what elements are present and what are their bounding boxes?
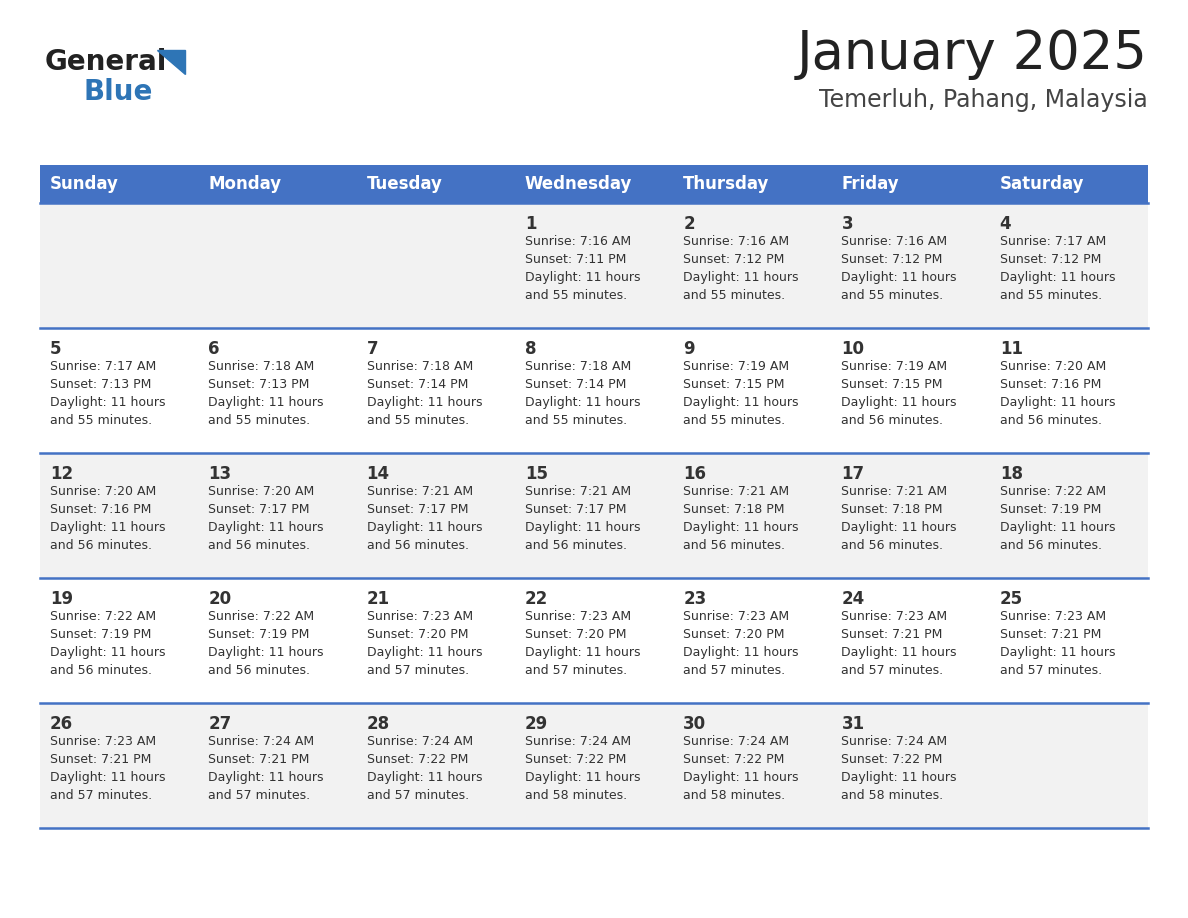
Text: Sunrise: 7:22 AM
Sunset: 7:19 PM
Daylight: 11 hours
and 56 minutes.: Sunrise: 7:22 AM Sunset: 7:19 PM Dayligh… — [50, 610, 165, 677]
Text: Tuesday: Tuesday — [367, 175, 442, 193]
Text: 31: 31 — [841, 715, 865, 733]
Bar — [40, 328, 1148, 453]
Text: Sunrise: 7:22 AM
Sunset: 7:19 PM
Daylight: 11 hours
and 56 minutes.: Sunrise: 7:22 AM Sunset: 7:19 PM Dayligh… — [1000, 485, 1116, 552]
Text: 3: 3 — [841, 215, 853, 233]
Text: Sunrise: 7:19 AM
Sunset: 7:15 PM
Daylight: 11 hours
and 56 minutes.: Sunrise: 7:19 AM Sunset: 7:15 PM Dayligh… — [841, 360, 956, 427]
Bar — [40, 453, 1148, 578]
Text: 8: 8 — [525, 340, 536, 358]
Text: Sunrise: 7:23 AM
Sunset: 7:20 PM
Daylight: 11 hours
and 57 minutes.: Sunrise: 7:23 AM Sunset: 7:20 PM Dayligh… — [525, 610, 640, 677]
Text: Sunrise: 7:20 AM
Sunset: 7:16 PM
Daylight: 11 hours
and 56 minutes.: Sunrise: 7:20 AM Sunset: 7:16 PM Dayligh… — [1000, 360, 1116, 427]
Bar — [40, 203, 1148, 328]
Text: Sunrise: 7:23 AM
Sunset: 7:20 PM
Daylight: 11 hours
and 57 minutes.: Sunrise: 7:23 AM Sunset: 7:20 PM Dayligh… — [367, 610, 482, 677]
Text: 19: 19 — [50, 590, 74, 608]
Text: Sunrise: 7:18 AM
Sunset: 7:14 PM
Daylight: 11 hours
and 55 minutes.: Sunrise: 7:18 AM Sunset: 7:14 PM Dayligh… — [367, 360, 482, 427]
Text: 28: 28 — [367, 715, 390, 733]
Text: Temerluh, Pahang, Malaysia: Temerluh, Pahang, Malaysia — [820, 88, 1148, 112]
Text: Sunrise: 7:23 AM
Sunset: 7:20 PM
Daylight: 11 hours
and 57 minutes.: Sunrise: 7:23 AM Sunset: 7:20 PM Dayligh… — [683, 610, 798, 677]
Text: General: General — [45, 48, 168, 76]
Bar — [40, 165, 1148, 203]
Text: 1: 1 — [525, 215, 536, 233]
Text: Sunrise: 7:23 AM
Sunset: 7:21 PM
Daylight: 11 hours
and 57 minutes.: Sunrise: 7:23 AM Sunset: 7:21 PM Dayligh… — [50, 735, 165, 802]
Text: 17: 17 — [841, 465, 865, 483]
Bar — [40, 578, 1148, 703]
Text: 18: 18 — [1000, 465, 1023, 483]
Text: 29: 29 — [525, 715, 548, 733]
Text: 24: 24 — [841, 590, 865, 608]
Text: 23: 23 — [683, 590, 707, 608]
Text: Sunrise: 7:24 AM
Sunset: 7:22 PM
Daylight: 11 hours
and 58 minutes.: Sunrise: 7:24 AM Sunset: 7:22 PM Dayligh… — [683, 735, 798, 802]
Text: Sunrise: 7:17 AM
Sunset: 7:13 PM
Daylight: 11 hours
and 55 minutes.: Sunrise: 7:17 AM Sunset: 7:13 PM Dayligh… — [50, 360, 165, 427]
Text: 13: 13 — [208, 465, 232, 483]
Text: Sunrise: 7:16 AM
Sunset: 7:12 PM
Daylight: 11 hours
and 55 minutes.: Sunrise: 7:16 AM Sunset: 7:12 PM Dayligh… — [841, 235, 956, 302]
Text: 9: 9 — [683, 340, 695, 358]
Text: Sunrise: 7:24 AM
Sunset: 7:22 PM
Daylight: 11 hours
and 58 minutes.: Sunrise: 7:24 AM Sunset: 7:22 PM Dayligh… — [841, 735, 956, 802]
Text: Saturday: Saturday — [1000, 175, 1085, 193]
Text: Sunrise: 7:19 AM
Sunset: 7:15 PM
Daylight: 11 hours
and 55 minutes.: Sunrise: 7:19 AM Sunset: 7:15 PM Dayligh… — [683, 360, 798, 427]
Text: 27: 27 — [208, 715, 232, 733]
Bar — [40, 703, 1148, 828]
Text: 10: 10 — [841, 340, 865, 358]
Text: 16: 16 — [683, 465, 706, 483]
Text: Sunrise: 7:22 AM
Sunset: 7:19 PM
Daylight: 11 hours
and 56 minutes.: Sunrise: 7:22 AM Sunset: 7:19 PM Dayligh… — [208, 610, 324, 677]
Text: January 2025: January 2025 — [797, 28, 1148, 80]
Text: Sunrise: 7:23 AM
Sunset: 7:21 PM
Daylight: 11 hours
and 57 minutes.: Sunrise: 7:23 AM Sunset: 7:21 PM Dayligh… — [1000, 610, 1116, 677]
Text: 30: 30 — [683, 715, 707, 733]
Text: 11: 11 — [1000, 340, 1023, 358]
Polygon shape — [157, 50, 185, 74]
Text: Friday: Friday — [841, 175, 899, 193]
Text: 5: 5 — [50, 340, 62, 358]
Text: Sunrise: 7:24 AM
Sunset: 7:21 PM
Daylight: 11 hours
and 57 minutes.: Sunrise: 7:24 AM Sunset: 7:21 PM Dayligh… — [208, 735, 324, 802]
Text: Sunrise: 7:17 AM
Sunset: 7:12 PM
Daylight: 11 hours
and 55 minutes.: Sunrise: 7:17 AM Sunset: 7:12 PM Dayligh… — [1000, 235, 1116, 302]
Text: Sunrise: 7:18 AM
Sunset: 7:14 PM
Daylight: 11 hours
and 55 minutes.: Sunrise: 7:18 AM Sunset: 7:14 PM Dayligh… — [525, 360, 640, 427]
Text: 25: 25 — [1000, 590, 1023, 608]
Text: 20: 20 — [208, 590, 232, 608]
Text: Sunrise: 7:20 AM
Sunset: 7:17 PM
Daylight: 11 hours
and 56 minutes.: Sunrise: 7:20 AM Sunset: 7:17 PM Dayligh… — [208, 485, 324, 552]
Text: 21: 21 — [367, 590, 390, 608]
Text: Blue: Blue — [83, 78, 152, 106]
Text: Sunrise: 7:21 AM
Sunset: 7:17 PM
Daylight: 11 hours
and 56 minutes.: Sunrise: 7:21 AM Sunset: 7:17 PM Dayligh… — [525, 485, 640, 552]
Text: 15: 15 — [525, 465, 548, 483]
Text: Wednesday: Wednesday — [525, 175, 632, 193]
Text: Thursday: Thursday — [683, 175, 770, 193]
Text: Sunrise: 7:16 AM
Sunset: 7:12 PM
Daylight: 11 hours
and 55 minutes.: Sunrise: 7:16 AM Sunset: 7:12 PM Dayligh… — [683, 235, 798, 302]
Text: 6: 6 — [208, 340, 220, 358]
Text: Sunrise: 7:21 AM
Sunset: 7:18 PM
Daylight: 11 hours
and 56 minutes.: Sunrise: 7:21 AM Sunset: 7:18 PM Dayligh… — [841, 485, 956, 552]
Text: Sunday: Sunday — [50, 175, 119, 193]
Text: Sunrise: 7:24 AM
Sunset: 7:22 PM
Daylight: 11 hours
and 57 minutes.: Sunrise: 7:24 AM Sunset: 7:22 PM Dayligh… — [367, 735, 482, 802]
Text: 12: 12 — [50, 465, 74, 483]
Text: Sunrise: 7:18 AM
Sunset: 7:13 PM
Daylight: 11 hours
and 55 minutes.: Sunrise: 7:18 AM Sunset: 7:13 PM Dayligh… — [208, 360, 324, 427]
Text: Monday: Monday — [208, 175, 282, 193]
Text: 7: 7 — [367, 340, 378, 358]
Text: Sunrise: 7:16 AM
Sunset: 7:11 PM
Daylight: 11 hours
and 55 minutes.: Sunrise: 7:16 AM Sunset: 7:11 PM Dayligh… — [525, 235, 640, 302]
Text: 22: 22 — [525, 590, 548, 608]
Text: 4: 4 — [1000, 215, 1011, 233]
Text: Sunrise: 7:24 AM
Sunset: 7:22 PM
Daylight: 11 hours
and 58 minutes.: Sunrise: 7:24 AM Sunset: 7:22 PM Dayligh… — [525, 735, 640, 802]
Text: 14: 14 — [367, 465, 390, 483]
Text: Sunrise: 7:20 AM
Sunset: 7:16 PM
Daylight: 11 hours
and 56 minutes.: Sunrise: 7:20 AM Sunset: 7:16 PM Dayligh… — [50, 485, 165, 552]
Text: Sunrise: 7:23 AM
Sunset: 7:21 PM
Daylight: 11 hours
and 57 minutes.: Sunrise: 7:23 AM Sunset: 7:21 PM Dayligh… — [841, 610, 956, 677]
Text: 2: 2 — [683, 215, 695, 233]
Text: Sunrise: 7:21 AM
Sunset: 7:18 PM
Daylight: 11 hours
and 56 minutes.: Sunrise: 7:21 AM Sunset: 7:18 PM Dayligh… — [683, 485, 798, 552]
Text: Sunrise: 7:21 AM
Sunset: 7:17 PM
Daylight: 11 hours
and 56 minutes.: Sunrise: 7:21 AM Sunset: 7:17 PM Dayligh… — [367, 485, 482, 552]
Text: 26: 26 — [50, 715, 74, 733]
